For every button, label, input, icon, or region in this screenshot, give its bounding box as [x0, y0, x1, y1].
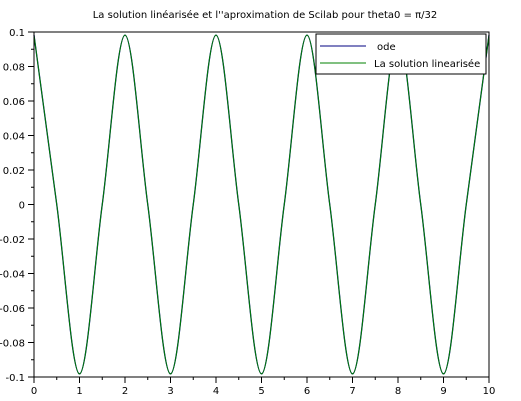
y-tick-label: -0.06 — [0, 304, 25, 315]
legend-label-1: ode — [377, 42, 396, 53]
x-tick-label: 9 — [440, 386, 446, 397]
y-tick-label: 0.1 — [9, 28, 25, 39]
x-tick-label: 0 — [31, 386, 37, 397]
series-line-2 — [33, 34, 490, 375]
plot-area — [33, 34, 490, 375]
x-tick-label: 10 — [483, 386, 496, 397]
legend-box — [315, 33, 487, 75]
y-tick-label: -0.08 — [0, 339, 25, 350]
y-tick-label: 0.06 — [3, 97, 25, 108]
y-tick-label: 0.02 — [3, 166, 25, 177]
axes: 0 1 2 3 4 5 6 7 8 9 10 0.1 0.08 0.06 0.04 0.02 0 -0.02 -0.… — [0, 28, 495, 397]
x-tick-label: 7 — [349, 386, 355, 397]
y-tick-label: 0.04 — [3, 132, 25, 143]
x-tick-label: 5 — [258, 386, 264, 397]
y-tick-label: -0.1 — [5, 373, 25, 384]
legend: ode La solution linearisée — [315, 33, 487, 75]
x-tick-label: 4 — [213, 386, 219, 397]
x-tick-label: 6 — [304, 386, 310, 397]
chart-title: La solution linéarisée et l''aproximatio… — [93, 9, 438, 21]
y-tick-label: -0.02 — [0, 235, 25, 246]
y-tick-label: 0 — [19, 201, 25, 212]
x-tick-label: 2 — [122, 386, 128, 397]
x-tick-label: 3 — [167, 386, 173, 397]
y-tick-label: -0.04 — [0, 270, 25, 281]
x-tick-label: 8 — [395, 386, 401, 397]
x-tick-label: 1 — [76, 386, 82, 397]
legend-label-2: La solution linearisée — [374, 58, 480, 70]
y-tick-label: 0.08 — [3, 63, 25, 74]
